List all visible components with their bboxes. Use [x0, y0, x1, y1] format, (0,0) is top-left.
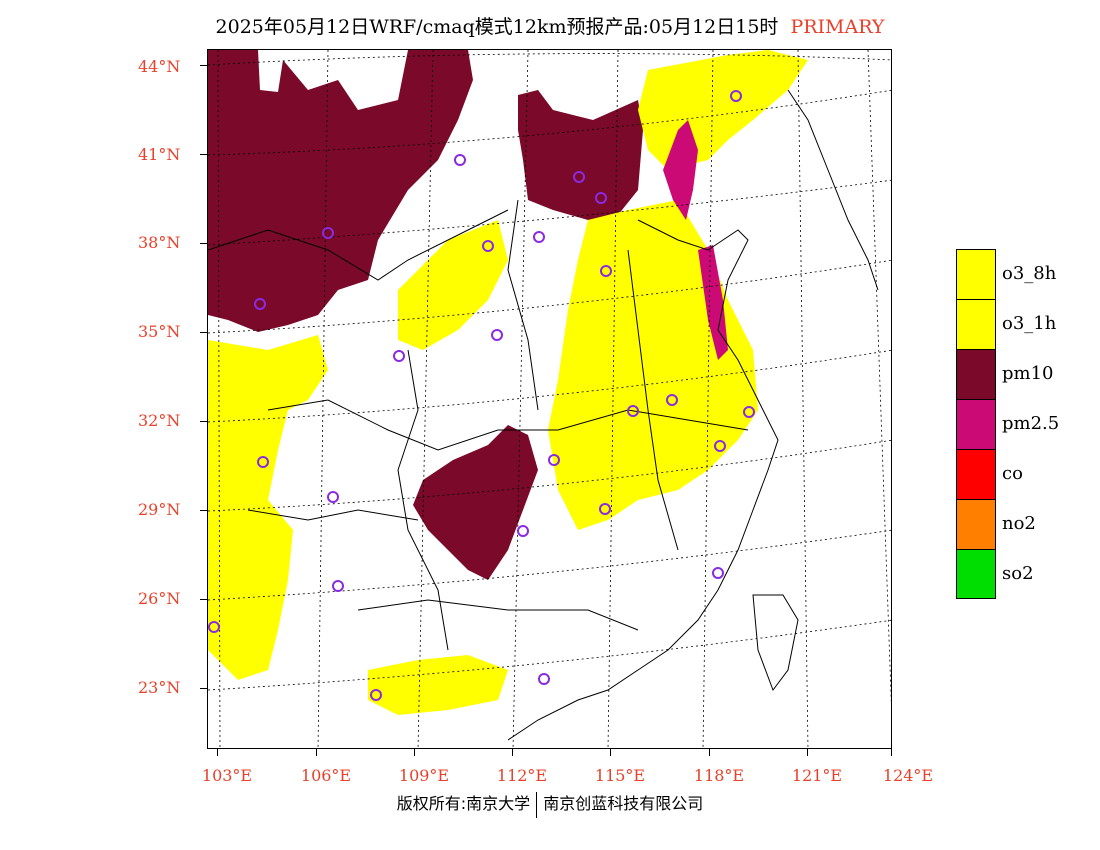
- lat-tick: [200, 332, 207, 333]
- lat-label-41: 41°N: [138, 145, 181, 164]
- forecast-map: [207, 49, 892, 749]
- lon-label-106: 106°E: [300, 766, 352, 785]
- lon-tick: [414, 749, 415, 756]
- legend-label: so2: [1002, 563, 1034, 584]
- legend-swatch: [956, 549, 996, 599]
- legend-swatch: [956, 249, 996, 299]
- lat-tick: [200, 243, 207, 244]
- copyright-owner: 版权所有:南京大学: [396, 794, 531, 813]
- legend-label: pm10: [1002, 363, 1054, 384]
- lat-label-38: 38°N: [138, 233, 181, 252]
- lat-tick: [200, 688, 207, 689]
- legend-label: no2: [1002, 513, 1036, 534]
- legend-label: o3_1h: [1002, 313, 1057, 334]
- legend-label: co: [1002, 463, 1023, 484]
- lat-label-35: 35°N: [138, 322, 181, 341]
- boundaries: [208, 89, 879, 741]
- o3-region-south: [368, 655, 508, 715]
- legend-swatch: [956, 449, 996, 499]
- map-canvas: [208, 50, 891, 748]
- lon-label-112: 112°E: [496, 766, 548, 785]
- lat-label-23: 23°N: [138, 678, 181, 697]
- title-tag: PRIMARY: [790, 16, 885, 38]
- lon-label-109: 109°E: [398, 766, 450, 785]
- map-title: 2025年05月12日WRF/cmaq模式12km预报产品:05月12日15时 P…: [0, 12, 1100, 39]
- lat-tick: [200, 65, 207, 66]
- legend-swatch: [956, 499, 996, 549]
- lon-label-115: 115°E: [594, 766, 646, 785]
- lat-label-29: 29°N: [138, 500, 181, 519]
- legend-swatch: [956, 349, 996, 399]
- lat-tick: [200, 154, 207, 155]
- lon-tick: [610, 749, 611, 756]
- pm10-region-central: [413, 425, 538, 580]
- pm10-region-northwest: [208, 50, 473, 332]
- lat-label-26: 26°N: [138, 589, 181, 608]
- legend-label: o3_8h: [1002, 263, 1057, 284]
- copyright-footer: 版权所有:南京大学 南京创蓝科技有限公司: [0, 790, 1100, 818]
- lon-tick: [316, 749, 317, 756]
- lon-label-121: 121°E: [791, 766, 843, 785]
- legend-swatch: [956, 299, 996, 349]
- o3-region-northeast: [638, 50, 808, 170]
- lon-label-118: 118°E: [693, 766, 745, 785]
- lon-tick: [217, 749, 218, 756]
- pm25-region-hebei: [663, 120, 698, 220]
- lat-tick: [200, 599, 207, 600]
- o3-region-central-north: [398, 220, 508, 350]
- lon-label-103: 103°E: [201, 766, 253, 785]
- o3-region-east: [548, 200, 758, 530]
- graticule: [208, 50, 891, 748]
- title-text: 2025年05月12日WRF/cmaq模式12km预报产品:05月12日15时: [215, 16, 779, 38]
- footer-separator: [536, 791, 538, 818]
- legend-label: pm2.5: [1002, 413, 1060, 434]
- lon-tick: [512, 749, 513, 756]
- copyright-company: 南京创蓝科技有限公司: [543, 794, 704, 813]
- lat-tick: [200, 421, 207, 422]
- legend-swatch: [956, 399, 996, 449]
- pm25-region-shandong: [698, 245, 728, 360]
- pm10-region-beijing: [518, 90, 643, 220]
- lon-tick: [891, 749, 892, 756]
- lat-label-44: 44°N: [138, 57, 181, 76]
- stations: [208, 90, 755, 701]
- lat-label-32: 32°N: [138, 411, 181, 430]
- lon-label-124: 124°E: [882, 766, 934, 785]
- lat-tick: [200, 510, 207, 511]
- lon-tick: [807, 749, 808, 756]
- lon-tick: [709, 749, 710, 756]
